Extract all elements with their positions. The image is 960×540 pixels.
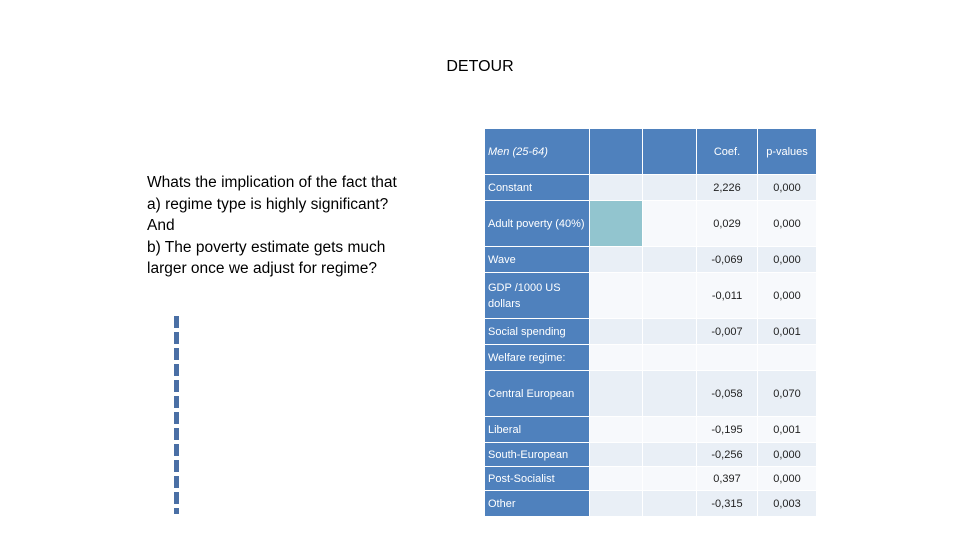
- empty-cell: [642, 442, 697, 467]
- coef-value: -0,069: [696, 246, 758, 273]
- coef-value: -0,011: [696, 272, 758, 319]
- header-coef: Coef.: [696, 128, 758, 175]
- table-row: Post-Socialist 0,397 0,000: [484, 466, 817, 491]
- header-empty-cell: [589, 128, 643, 175]
- row-label: Constant: [484, 174, 590, 201]
- p-value: 0,001: [757, 416, 817, 443]
- header-label: Men (25-64): [484, 128, 590, 175]
- table-row: Welfare regime:: [484, 344, 817, 371]
- empty-cell: [642, 272, 697, 319]
- question-line: larger once we adjust for regime?: [147, 260, 378, 277]
- row-label: Welfare regime:: [484, 344, 590, 371]
- empty-cell: [589, 490, 643, 517]
- empty-cell: [589, 442, 643, 467]
- coef-value: -0,256: [696, 442, 758, 467]
- empty-cell: [642, 344, 697, 371]
- regression-table: Men (25-64) Coef. p-values Constant 2,22…: [484, 128, 817, 517]
- row-label: Adult poverty (40%): [484, 200, 590, 247]
- coef-value: -0,007: [696, 318, 758, 345]
- table-row: Social spending -0,007 0,001: [484, 318, 817, 345]
- question-line: a) regime type is highly significant?: [147, 195, 389, 213]
- row-label: GDP /1000 US dollars: [484, 272, 590, 319]
- empty-cell: [642, 466, 697, 491]
- p-value: 0,070: [757, 370, 817, 417]
- empty-cell: [589, 416, 643, 443]
- p-value: 0,003: [757, 490, 817, 517]
- coef-value: -0,195: [696, 416, 758, 443]
- p-value: 0,001: [757, 318, 817, 345]
- coef-value: -0,058: [696, 370, 758, 417]
- empty-cell: [642, 246, 697, 273]
- empty-cell: [589, 246, 643, 273]
- question-line: b) The poverty estimate gets much: [147, 238, 386, 256]
- p-value: [757, 344, 817, 371]
- coef-value: 2,226: [696, 174, 758, 201]
- p-value: 0,000: [757, 246, 817, 273]
- table-header-row: Men (25-64) Coef. p-values: [484, 128, 817, 175]
- coef-value: 0,029: [696, 200, 758, 247]
- p-value: 0,000: [757, 442, 817, 467]
- empty-cell: [589, 466, 643, 491]
- highlight-cell: [589, 200, 643, 247]
- empty-cell: [589, 344, 643, 371]
- question-line: Whats the implication of the fact that: [147, 174, 397, 191]
- empty-cell: [642, 318, 697, 345]
- row-label: South-European: [484, 442, 590, 467]
- table-row: GDP /1000 US dollars -0,011 0,000: [484, 272, 817, 319]
- question-line: And: [147, 217, 175, 234]
- row-label: Central European: [484, 370, 590, 417]
- empty-cell: [589, 272, 643, 319]
- p-value: 0,000: [757, 466, 817, 491]
- header-empty-cell: [642, 128, 697, 175]
- row-label: Wave: [484, 246, 590, 273]
- empty-cell: [589, 318, 643, 345]
- question-text: Whats the implication of the fact that a…: [147, 172, 447, 280]
- empty-cell: [642, 200, 697, 247]
- empty-cell: [642, 370, 697, 417]
- table-row: Constant 2,226 0,000: [484, 174, 817, 201]
- header-pvalues: p-values: [757, 128, 817, 175]
- coef-value: 0,397: [696, 466, 758, 491]
- table-row: Liberal -0,195 0,001: [484, 416, 817, 443]
- coef-value: [696, 344, 758, 371]
- empty-cell: [589, 370, 643, 417]
- row-label: Social spending: [484, 318, 590, 345]
- empty-cell: [589, 174, 643, 201]
- p-value: 0,000: [757, 272, 817, 319]
- row-label: Other: [484, 490, 590, 517]
- table-row: Adult poverty (40%) 0,029 0,000: [484, 200, 817, 247]
- empty-cell: [642, 490, 697, 517]
- table-row: Wave -0,069 0,000: [484, 246, 817, 273]
- row-label: Post-Socialist: [484, 466, 590, 491]
- table-row: South-European -0,256 0,000: [484, 442, 817, 467]
- empty-cell: [642, 416, 697, 443]
- empty-cell: [642, 174, 697, 201]
- row-label: Liberal: [484, 416, 590, 443]
- p-value: 0,000: [757, 174, 817, 201]
- slide-title: DETOUR: [446, 58, 514, 75]
- dashed-divider-line: [174, 316, 179, 514]
- p-value: 0,000: [757, 200, 817, 247]
- table-row: Other -0,315 0,003: [484, 490, 817, 517]
- coef-value: -0,315: [696, 490, 758, 517]
- table-row: Central European -0,058 0,070: [484, 370, 817, 417]
